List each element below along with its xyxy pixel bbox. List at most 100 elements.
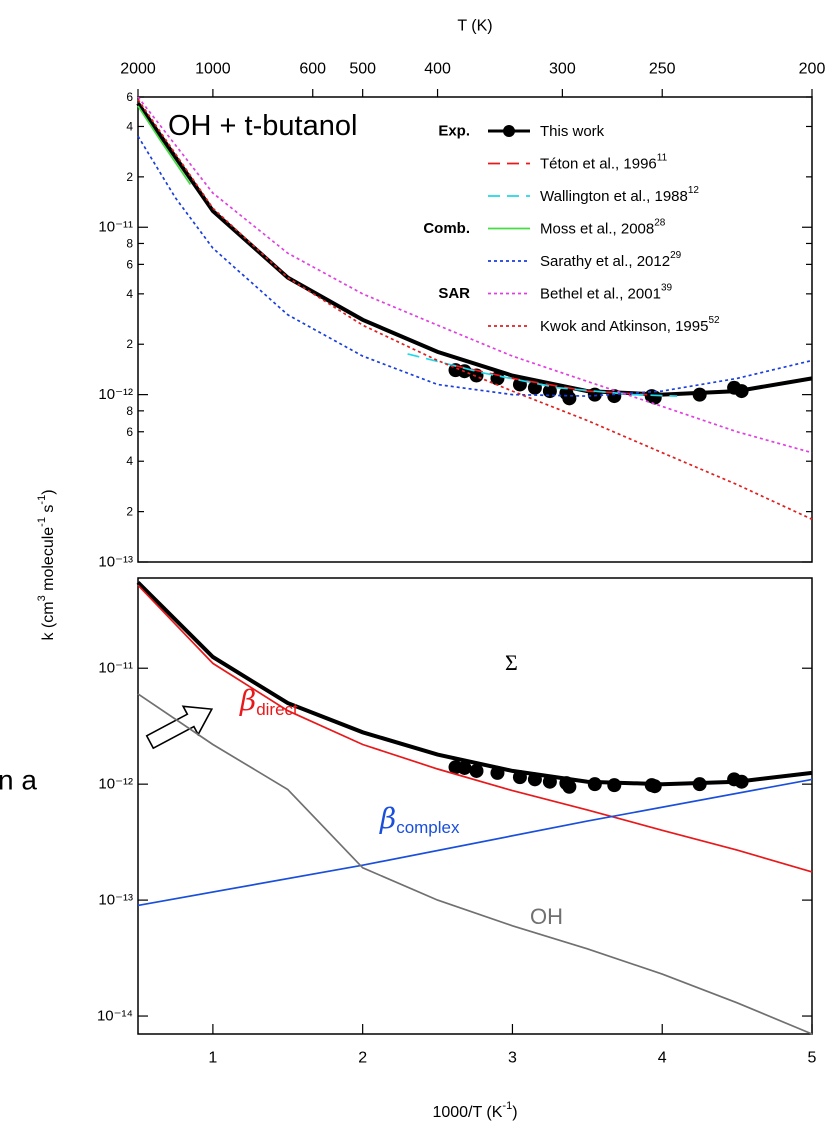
curve-label-name: OH [530,904,563,929]
series-line [137,105,192,185]
x2-tick-label: 1000 [195,61,231,78]
plot-frame [137,96,813,563]
series-line [137,135,813,397]
x2-tick-label: 400 [424,61,451,78]
curve-label-name: β [239,684,256,717]
legend-name: Sarathy et al., 2012 [540,253,670,270]
series-line [137,99,813,521]
curve-label-name: Σ [505,650,518,675]
data-point [647,779,662,794]
data-point [469,763,484,778]
curve-label: Σ [505,650,518,675]
x2-tick-label: 250 [649,61,676,78]
plot-frame [137,577,813,1035]
x2-tick-label: 500 [349,61,376,78]
legend-ref: 12 [688,185,700,196]
y-tick-label: 4 [126,454,133,468]
data-point [562,391,577,406]
y-tick-label: 10⁻¹¹ [98,219,133,236]
y-tick-label: 2 [126,505,133,519]
y-axis-label-part: s [40,505,57,517]
series-line [137,96,813,454]
x-tick-label: 5 [808,1050,817,1067]
legend-group: SAR [438,285,470,302]
y-tick-label: 4 [126,119,133,133]
arrow [145,705,214,750]
data-point [692,777,707,792]
legend-marker [503,125,515,137]
series-line [136,102,813,397]
series-line [137,693,813,1035]
y-tick-label: 10⁻¹¹ [98,660,133,677]
data-point [490,765,505,780]
y-tick-label: 6 [126,257,133,271]
data-point [734,774,749,789]
y-axis-label-part: molecule [40,527,57,596]
legend-name: This work [540,123,605,140]
x2-tick-label: 600 [299,61,326,78]
x2-axis-label: T (K) [457,18,492,35]
curve-label-sub: complex [396,818,460,837]
legend-ref: 29 [670,250,682,261]
curve-label: βcomplex [379,802,460,838]
series-line [137,584,813,873]
legend-label: This work [540,123,605,140]
legend-label: Kwok and Atkinson, 199552 [540,315,720,335]
data-point [607,778,622,793]
y-tick-label: 8 [126,404,133,418]
legend-label: Sarathy et al., 201229 [540,250,682,270]
series-line [452,364,648,396]
y-tick-label: 6 [126,90,133,104]
y-axis-label-part: k (cm [40,601,57,640]
y-axis-label: k (cm3 molecule-1 s-1) [36,489,57,640]
x-axis-label-part: 1000/T (K [432,1104,502,1121]
curve-label-sub: direct [256,700,298,719]
legend-name: Wallington et al., 1988 [540,188,688,205]
y-tick-label: 10⁻¹³ [98,892,133,909]
series-line [407,353,678,397]
legend-name: Kwok and Atkinson, 1995 [540,318,708,335]
y-tick-label: 2 [126,170,133,184]
data-point [527,772,542,787]
data-point [692,387,707,402]
y-tick-label: 10⁻¹³ [98,554,133,571]
x-tick-label: 3 [508,1050,517,1067]
legend-ref: 39 [661,283,673,294]
legend-label: Téton et al., 199611 [540,153,668,173]
y-tick-label: 10⁻¹² [98,776,133,793]
y-tick-label: 10⁻¹² [98,386,133,403]
series-line [137,778,813,907]
legend-ref: 52 [708,315,720,326]
x-axis-label: 1000/T (K-1) [432,1100,517,1121]
legend-ref: 28 [654,218,666,229]
y-axis-label-part: -1 [36,495,48,505]
data-point [734,384,749,399]
legend-name: Moss et al., 2008 [540,220,654,237]
y-axis-label-part: 3 [36,595,48,601]
data-point [587,777,602,792]
x-axis-label-part: ) [512,1104,517,1121]
y-axis-label-part: ) [40,489,57,494]
x2-tick-label: 2000 [120,61,156,78]
y-tick-label: 6 [126,425,133,439]
panel-title: OH + t-butanol [168,110,357,142]
curve-label-name: β [379,802,396,835]
x-axis-label-part: -1 [502,1100,512,1112]
legend-label: Moss et al., 200828 [540,218,666,238]
legend-label: Wallington et al., 198812 [540,185,699,205]
data-point [512,770,527,785]
y-tick-label: 8 [126,236,133,250]
curve-label: OH [530,904,563,929]
margin-text: n a [0,765,37,796]
data-point [587,387,602,402]
y-axis-label-part: -1 [36,517,48,527]
data-point [647,390,662,405]
curve-label: βdirect [239,684,298,720]
legend-ref: 11 [657,153,668,164]
x-tick-label: 2 [358,1050,367,1067]
y-tick-label: 4 [126,287,133,301]
legend-label: Bethel et al., 200139 [540,283,672,303]
data-point [457,760,472,775]
x-tick-label: 4 [658,1050,667,1067]
